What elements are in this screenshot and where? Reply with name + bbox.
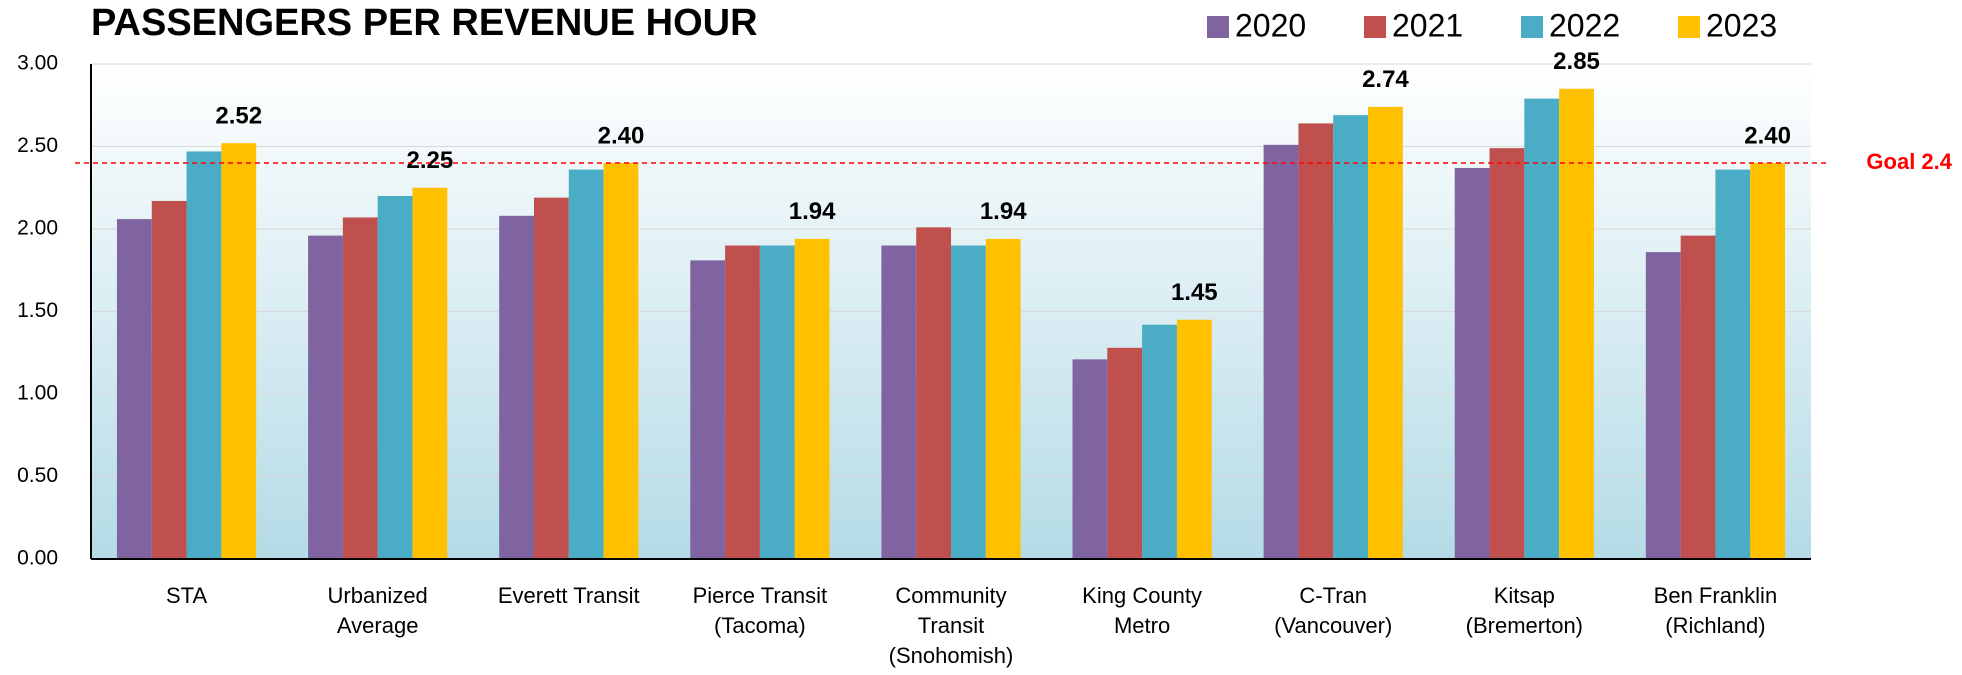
bar — [499, 215, 534, 560]
value-label: 1.94 — [789, 198, 836, 225]
bar — [221, 143, 257, 559]
value-label: 2.74 — [1362, 66, 1409, 93]
x-tick-label: Urbanized — [328, 583, 428, 608]
value-label: 2.25 — [407, 147, 454, 174]
legend-swatch — [1207, 16, 1229, 38]
bar — [186, 151, 222, 559]
bar — [568, 169, 604, 559]
value-label: 2.52 — [215, 103, 262, 130]
x-tick-label: Community — [895, 583, 1006, 608]
x-tick-label: Ben Franklin — [1654, 583, 1778, 608]
bar — [1680, 235, 1716, 559]
y-tick-label: 3.00 — [17, 52, 58, 75]
x-tick-label: King County — [1082, 583, 1202, 608]
goal-label: Goal 2.4 — [1866, 149, 1952, 174]
legend-label: 2022 — [1549, 7, 1620, 43]
x-tick-label: Everett Transit — [498, 583, 640, 608]
bar — [1715, 169, 1751, 559]
x-tick-label: (Snohomish) — [889, 643, 1014, 668]
bar — [116, 219, 152, 559]
bar — [377, 196, 413, 559]
legend-swatch — [1521, 16, 1543, 38]
y-tick-label: 0.00 — [17, 547, 58, 570]
value-label: 2.85 — [1553, 48, 1600, 75]
bar — [951, 245, 986, 559]
x-tick-label: Transit — [918, 613, 984, 638]
bar — [1072, 359, 1108, 559]
bar — [412, 187, 448, 559]
bar — [1107, 347, 1143, 559]
y-tick-label: 2.00 — [17, 217, 58, 240]
value-label: 1.94 — [980, 198, 1027, 225]
bar — [1142, 324, 1177, 559]
value-label: 2.40 — [1744, 122, 1791, 149]
value-label: 1.45 — [1171, 279, 1218, 306]
bar — [881, 245, 917, 559]
bar — [759, 245, 795, 559]
bar — [1298, 123, 1334, 560]
y-tick-label: 2.50 — [17, 134, 58, 157]
bar — [1489, 148, 1525, 559]
legend-label: 2020 — [1235, 7, 1306, 43]
bar — [916, 227, 951, 559]
x-tick-label: STA — [166, 583, 207, 608]
bar — [1263, 144, 1299, 559]
bar — [690, 260, 726, 559]
bar — [342, 217, 378, 559]
value-label: 2.40 — [598, 122, 645, 149]
legend-label: 2021 — [1392, 7, 1463, 43]
bar — [1333, 115, 1369, 560]
legend-label: 2023 — [1706, 7, 1777, 43]
chart-title: PASSENGERS PER REVENUE HOUR — [91, 2, 758, 44]
bar — [985, 238, 1021, 559]
y-tick-label: 1.00 — [17, 382, 58, 405]
bar — [1559, 88, 1594, 559]
x-tick-label: (Bremerton) — [1466, 613, 1583, 638]
bar — [794, 238, 830, 559]
x-tick-label: Kitsap — [1494, 583, 1555, 608]
legend-swatch — [1364, 16, 1386, 38]
x-tick-label: Pierce Transit — [693, 583, 828, 608]
x-tick-label: (Tacoma) — [714, 613, 806, 638]
bar — [1750, 163, 1786, 559]
bar — [1368, 106, 1403, 560]
x-tick-label: Metro — [1114, 613, 1170, 638]
legend-swatch — [1678, 16, 1700, 38]
y-tick-label: 1.50 — [17, 299, 58, 322]
bar — [725, 245, 760, 559]
y-tick-label: 0.50 — [17, 464, 58, 487]
bar — [533, 197, 569, 559]
bar — [1524, 98, 1560, 560]
bar — [1176, 319, 1212, 559]
x-tick-label: Average — [337, 613, 419, 638]
x-tick-label: (Vancouver) — [1274, 613, 1392, 638]
bar — [603, 163, 639, 559]
bar — [151, 200, 187, 559]
x-tick-label: C-Tran — [1299, 583, 1367, 608]
bar — [1645, 252, 1681, 559]
bar — [1454, 167, 1490, 559]
x-tick-label: (Richland) — [1665, 613, 1765, 638]
bar — [308, 235, 343, 559]
